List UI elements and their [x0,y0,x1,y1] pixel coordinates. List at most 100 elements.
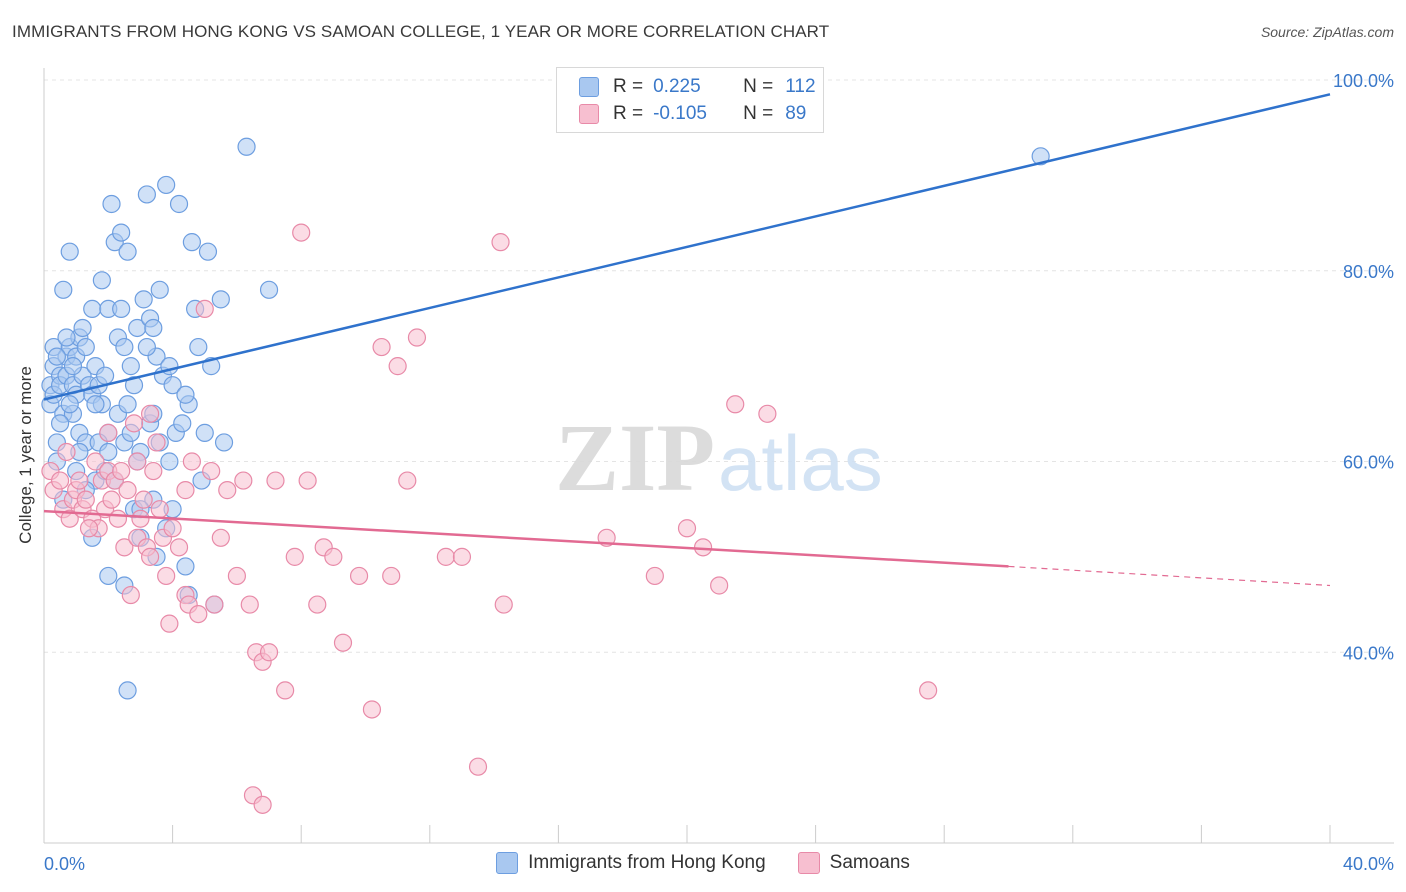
legend-swatch-samoans [797,852,820,874]
point-samoans [308,595,327,614]
axes [43,68,1394,844]
point-samoans [108,509,128,528]
point-samoans [76,490,95,509]
point-hongkong [73,318,92,338]
point-hongkong [86,395,105,414]
gridlines [44,79,1394,653]
x-tick-label: 40.0% [1343,854,1394,874]
point-samoans [398,471,417,490]
point-hongkong [157,175,176,195]
point-samoans [266,471,285,490]
point-samoans [292,223,311,242]
point-samoans [259,643,279,662]
point-hongkong [1031,147,1050,166]
point-samoans [150,500,169,519]
point-hongkong [189,337,208,357]
trend-line-hongkong [43,93,1331,401]
y-tick-label: 80.0% [1343,262,1394,282]
watermark-atlas: atlas [718,419,883,507]
point-hongkong [118,681,137,700]
legend-n-value: 112 [785,76,816,97]
point-samoans [118,481,137,500]
point-hongkong [237,137,256,156]
point-samoans [50,471,70,490]
point-hongkong [118,395,137,414]
point-samoans [710,576,729,595]
point-samoans [677,519,697,538]
point-hongkong [259,280,279,299]
point-samoans [240,595,259,614]
point-samoans [452,547,472,566]
point-samoans [134,490,153,509]
y-tick-label: 40.0% [1343,643,1394,663]
point-samoans [298,471,317,490]
watermark: ZIP atlas [555,404,883,511]
point-samoans [436,547,455,566]
point-hongkong [112,223,131,242]
x-tick-label: 0.0% [44,854,85,874]
point-hongkong [163,376,182,395]
point-hongkong [198,242,218,261]
point-samoans [758,404,777,423]
point-hongkong [92,271,111,290]
point-samoans [349,566,369,586]
point-hongkong [83,299,102,318]
legend-r-label: R = [613,103,644,124]
point-samoans [227,566,246,586]
point-samoans [468,757,488,776]
point-samoans [169,538,189,557]
point-hongkong [150,280,169,299]
point-samoans [102,490,121,509]
point-hongkong [137,185,156,204]
point-hongkong [50,414,70,433]
point-samoans [333,633,353,652]
y-tick-label: 100.0% [1333,71,1394,91]
point-samoans [218,481,237,500]
chart-title: IMMIGRANTS FROM HONG KONG VS SAMOAN COLL… [12,22,830,41]
point-samoans [144,461,163,481]
point-hongkong [99,442,118,462]
point-hongkong [176,557,195,576]
legend-item-samoans[interactable]: Samoans [797,852,910,874]
point-samoans [285,547,304,566]
point-samoans [491,233,510,252]
point-hongkong [112,299,131,318]
point-samoans [372,337,391,357]
point-samoans [124,414,144,433]
point-hongkong [95,366,115,385]
y-tick-label: 60.0% [1343,453,1394,473]
point-hongkong [211,290,230,309]
point-hongkong [60,395,79,414]
x-tick-labels: 0.0% 40.0% [44,854,1394,874]
point-samoans [407,328,427,347]
point-samoans [726,395,745,414]
point-samoans [205,595,224,614]
legend-swatch-samoans [579,104,599,124]
legend-row-samoans: R = -0.105 N = 89 [579,102,806,126]
legend-r-label: R = [613,76,644,97]
trend-lines [43,93,1331,587]
point-hongkong [99,566,118,586]
point-samoans [86,452,105,471]
point-samoans [382,566,401,586]
legend-label-samoans: Samoans [829,852,910,873]
point-samoans [112,461,131,481]
point-hongkong [63,357,83,376]
point-samoans [128,452,147,471]
point-hongkong [118,242,137,261]
point-samoans [140,404,160,423]
legend-item-hongkong[interactable]: Immigrants from Hong Kong [496,852,766,874]
y-tick-labels: 40.0% 60.0% 80.0% 100.0% [1333,71,1394,663]
point-hongkong [54,280,73,299]
point-hongkong [134,290,153,309]
point-hongkong [60,242,79,261]
point-samoans [79,519,99,538]
point-samoans [163,519,182,538]
legend-swatch-hongkong [579,77,599,97]
legend-n-label: N = [743,76,774,97]
point-hongkong [121,357,140,376]
point-samoans [131,509,150,528]
stats-legend: R = 0.225 N = 112 R = -0.105 N = 89 [556,67,824,133]
point-samoans [140,547,160,566]
